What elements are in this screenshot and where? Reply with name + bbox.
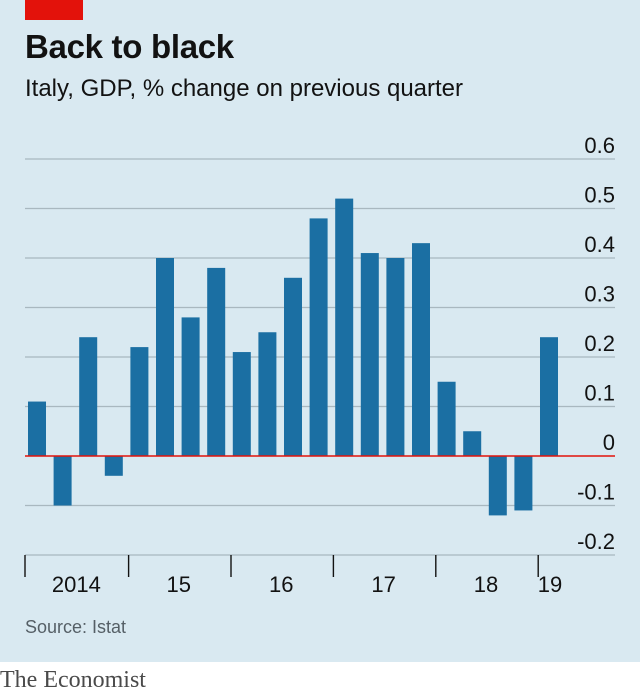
x-tick-label: 19 <box>538 572 562 597</box>
bar-chart: 0.6 0.5 0.4 0.3 0.2 0.1 0 -0.1 -0.2 2014 15 16 17 18… <box>24 133 615 597</box>
bar <box>207 267 226 456</box>
bar <box>335 198 354 456</box>
y-tick-label: -0.2 <box>577 529 615 554</box>
y-tick-label: 0.2 <box>584 331 615 356</box>
x-tick-label: 2014 <box>52 572 101 597</box>
y-tick-label: -0.1 <box>577 480 615 505</box>
bar <box>463 431 482 456</box>
y-tick-label: 0 <box>603 430 615 455</box>
y-tick-label: 0.3 <box>584 282 615 307</box>
publisher-logo: The Economist <box>0 667 146 693</box>
bar <box>540 337 558 456</box>
bar <box>437 381 456 456</box>
y-tick-label: 0.6 <box>584 133 615 158</box>
source-note: Source: Istat <box>25 617 127 637</box>
bar <box>488 456 507 516</box>
bar <box>79 337 98 456</box>
bar <box>284 277 302 456</box>
bar <box>130 347 149 456</box>
bar <box>360 253 379 456</box>
bars <box>28 198 558 516</box>
bar <box>181 317 200 456</box>
y-tick-label: 0.1 <box>584 381 615 406</box>
chart-subtitle: Italy, GDP, % change on previous quarter <box>25 75 464 102</box>
bar <box>53 456 72 506</box>
bar <box>309 218 328 456</box>
brand-red-tag <box>25 0 83 20</box>
bar <box>104 456 123 476</box>
x-tick-label: 16 <box>269 572 293 597</box>
bar <box>386 258 405 456</box>
bar <box>28 401 46 456</box>
y-axis-ticks: 0.6 0.5 0.4 0.3 0.2 0.1 0 -0.1 -0.2 <box>577 133 615 554</box>
x-axis: 2014 15 16 17 18 19 <box>24 555 562 597</box>
bar <box>412 243 430 456</box>
bar <box>514 456 533 511</box>
chart-title: Back to black <box>25 28 234 65</box>
bar <box>258 332 277 456</box>
x-tick-label: 17 <box>371 572 395 597</box>
x-tick-label: 18 <box>474 572 498 597</box>
bar <box>232 352 251 456</box>
y-tick-label: 0.5 <box>584 183 615 208</box>
y-tick-label: 0.4 <box>584 232 615 257</box>
bar <box>156 258 174 456</box>
x-tick-label: 15 <box>167 572 191 597</box>
